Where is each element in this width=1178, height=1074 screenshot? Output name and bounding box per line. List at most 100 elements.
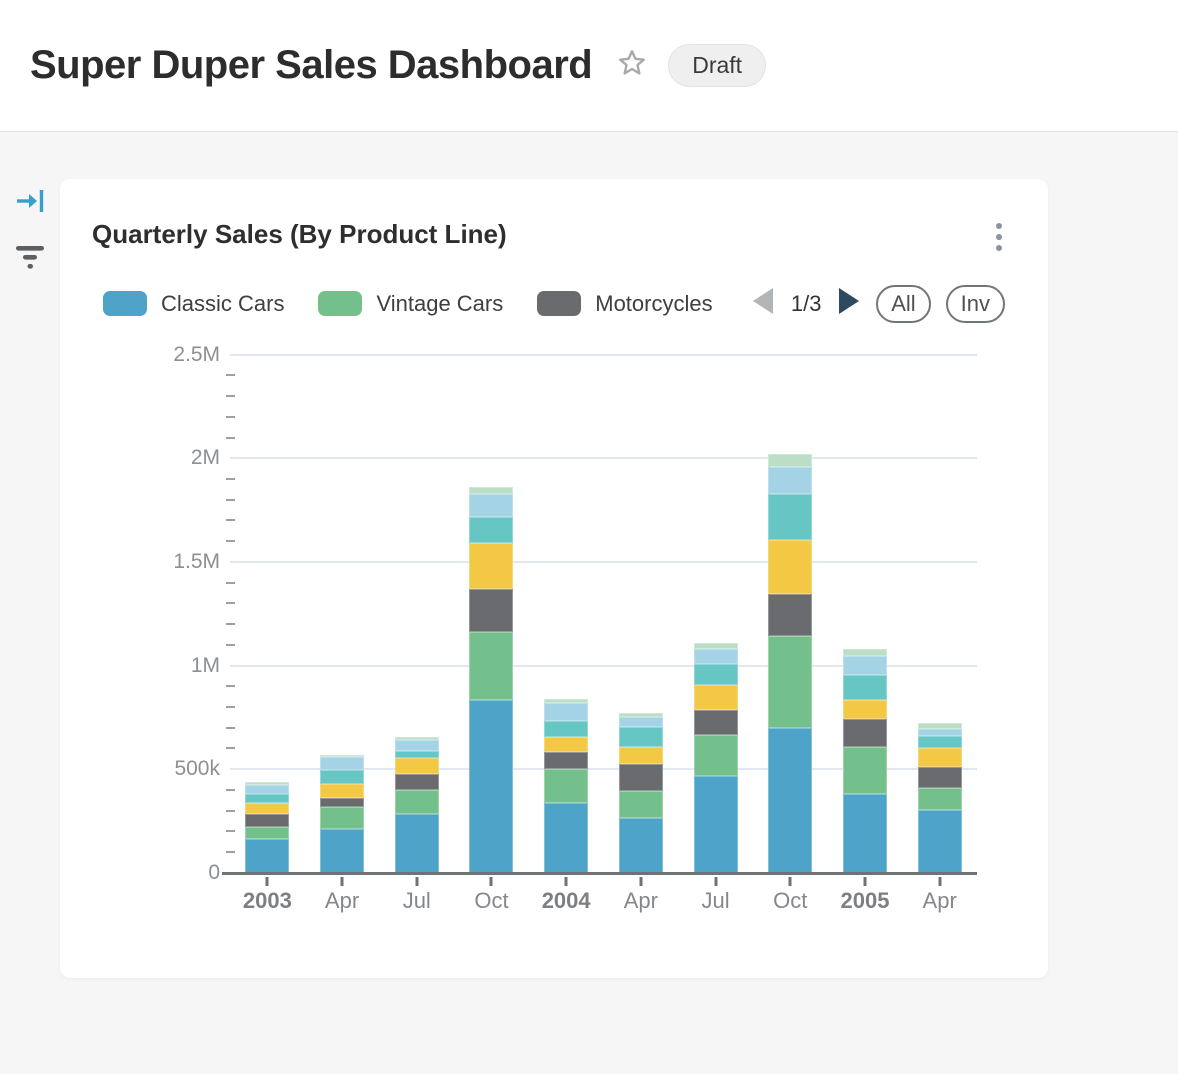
bar-segment[interactable] <box>842 718 887 747</box>
bar-segment[interactable] <box>394 736 439 741</box>
bar-segment[interactable] <box>618 746 663 765</box>
bar-segment[interactable] <box>842 674 887 700</box>
bar-segment[interactable] <box>917 722 962 729</box>
bar-segment[interactable] <box>394 813 439 873</box>
bar-segment[interactable] <box>394 757 439 775</box>
bar-segment[interactable] <box>693 664 738 686</box>
bar-segment[interactable] <box>544 751 589 770</box>
y-axis-label: 0 <box>208 860 220 884</box>
bar-segment[interactable] <box>544 703 589 721</box>
bar-segment[interactable] <box>320 783 365 799</box>
stacked-bar[interactable] <box>618 713 663 873</box>
stacked-bar[interactable] <box>693 642 738 873</box>
legend-invert-button[interactable]: Inv <box>945 285 1005 323</box>
legend-prev-button[interactable] <box>751 288 774 319</box>
x-axis-line <box>222 871 977 875</box>
bar-segment[interactable] <box>693 709 738 735</box>
legend-item-classic-cars[interactable]: Classic Cars <box>103 291 284 317</box>
bar-segment[interactable] <box>618 764 663 791</box>
bar-segment[interactable] <box>693 775 738 873</box>
bar-segment[interactable] <box>917 787 962 811</box>
bar-segment[interactable] <box>469 700 514 873</box>
legend-select-all-button[interactable]: All <box>876 285 931 323</box>
bar-segment[interactable] <box>768 728 813 873</box>
bar-segment[interactable] <box>768 467 813 495</box>
bar-segment[interactable] <box>320 754 365 758</box>
bar-segment[interactable] <box>917 748 962 768</box>
bar-segment[interactable] <box>618 713 663 717</box>
card-menu-button[interactable] <box>990 219 1008 255</box>
bar-segment[interactable] <box>693 642 738 649</box>
bar-segment[interactable] <box>544 699 589 704</box>
bar-segment[interactable] <box>618 727 663 747</box>
bar-segment[interactable] <box>245 785 290 795</box>
stacked-bar[interactable] <box>842 649 887 873</box>
bar-segment[interactable] <box>245 838 290 873</box>
expand-panel-button[interactable] <box>14 187 46 220</box>
arrow-to-bar-icon <box>14 187 46 220</box>
bar-segment[interactable] <box>917 735 962 749</box>
stacked-bar-chart: 0 500k 1M 1.5M 2M 2.5M 2003 Apr Jul Oct 2004 Apr Ju… <box>92 343 1048 914</box>
x-axis-tick <box>340 876 344 886</box>
bar-segment[interactable] <box>842 746 887 795</box>
bar-segment[interactable] <box>469 493 514 517</box>
y-axis-label: 2M <box>190 446 220 470</box>
bar-segment[interactable] <box>768 636 813 729</box>
favorite-star-button[interactable] <box>616 47 648 84</box>
bar-segment[interactable] <box>842 655 887 675</box>
stacked-bar[interactable] <box>544 699 589 873</box>
bar-segment[interactable] <box>917 810 962 873</box>
bar-segment[interactable] <box>618 716 663 728</box>
bar-segment[interactable] <box>544 736 589 752</box>
bar-segment[interactable] <box>618 790 663 819</box>
stacked-bar[interactable] <box>394 736 439 873</box>
stacked-bar[interactable] <box>917 722 962 873</box>
bar-segment[interactable] <box>394 774 439 791</box>
legend-item-motorcycles[interactable]: Motorcycles <box>537 291 713 317</box>
bar-segment[interactable] <box>245 826 290 839</box>
bar-segment[interactable] <box>768 453 813 468</box>
bar-segment[interactable] <box>768 494 813 541</box>
bar-segment[interactable] <box>245 781 290 786</box>
bar-segment[interactable] <box>544 803 589 873</box>
bar-segment[interactable] <box>469 486 514 494</box>
bar-segment[interactable] <box>768 594 813 637</box>
gridline <box>230 457 977 460</box>
bar-segment[interactable] <box>618 818 663 873</box>
bar-segment[interactable] <box>320 769 365 784</box>
stacked-bar[interactable] <box>768 453 813 873</box>
bar-segment[interactable] <box>544 769 589 804</box>
bar-segment[interactable] <box>693 734 738 776</box>
bar-segment[interactable] <box>394 751 439 758</box>
gridline <box>230 560 977 563</box>
bar-segment[interactable] <box>245 813 290 827</box>
bar-segment[interactable] <box>320 798 365 808</box>
bar-segment[interactable] <box>768 540 813 595</box>
bar-segment[interactable] <box>842 699 887 719</box>
bar-segment[interactable] <box>469 589 514 632</box>
bar-segment[interactable] <box>245 794 290 804</box>
bar-segment[interactable] <box>469 543 514 590</box>
stacked-bar[interactable] <box>245 781 290 873</box>
bar-segment[interactable] <box>320 829 365 873</box>
bar-segment[interactable] <box>320 807 365 830</box>
bar-segment[interactable] <box>917 728 962 736</box>
bar-segment[interactable] <box>693 648 738 665</box>
bar-segment[interactable] <box>693 685 738 710</box>
bar-segment[interactable] <box>469 516 514 544</box>
bar-segment[interactable] <box>320 757 365 770</box>
stacked-bar[interactable] <box>469 486 514 873</box>
stacked-bar[interactable] <box>320 754 365 873</box>
bar-segment[interactable] <box>544 720 589 737</box>
bar-segment[interactable] <box>917 767 962 788</box>
filter-button[interactable] <box>15 244 45 277</box>
bar-segment[interactable] <box>469 631 514 701</box>
legend-item-vintage-cars[interactable]: Vintage Cars <box>318 291 503 317</box>
bar-segment[interactable] <box>245 803 290 814</box>
legend-next-button[interactable] <box>839 288 861 319</box>
bar-segment[interactable] <box>394 790 439 814</box>
bar-segment[interactable] <box>394 740 439 752</box>
bar-segment[interactable] <box>842 794 887 873</box>
card-header: Quarterly Sales (By Product Line) <box>92 219 1048 255</box>
bar-segment[interactable] <box>842 649 887 656</box>
